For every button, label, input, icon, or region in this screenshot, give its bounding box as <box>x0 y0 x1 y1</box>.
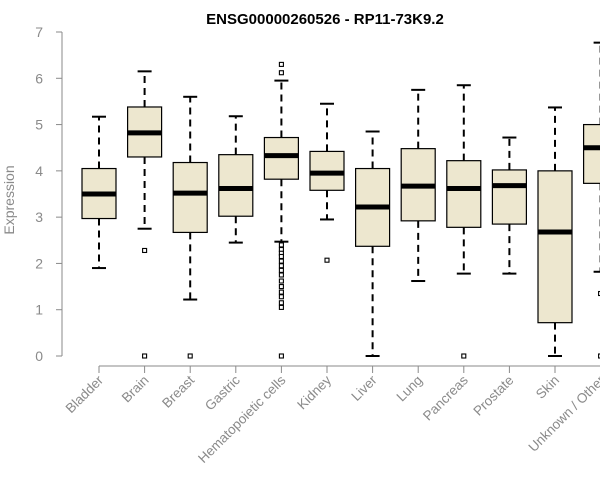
box-bladder <box>81 115 117 270</box>
x-tick-label: Kidney <box>294 372 334 412</box>
y-tick-label: 3 <box>35 209 43 225</box>
y-axis: 0 1 2 3 4 5 6 7 <box>35 24 63 364</box>
box-breast <box>172 95 208 359</box>
x-tick-label: Prostate <box>470 373 516 419</box>
y-tick-label: 0 <box>35 348 43 364</box>
iqr-box <box>446 160 482 228</box>
iqr-box <box>582 123 600 184</box>
box-kidney <box>309 102 345 263</box>
outlier-point <box>461 353 467 359</box>
y-tick-label: 4 <box>35 163 43 179</box>
outlier-point <box>278 272 284 278</box>
x-tick-label: Lung <box>393 373 425 405</box>
x-tick-label: Gastric <box>202 372 243 413</box>
y-tick-label: 1 <box>35 302 43 318</box>
iqr-box <box>537 170 573 324</box>
x-tick-label: Bladder <box>63 372 107 416</box>
outlier-point <box>142 247 148 254</box>
y-tick-label: 2 <box>35 255 43 271</box>
outlier-point <box>278 300 284 306</box>
x-tick-label: Unknown / Other <box>525 372 600 455</box>
x-tick-label: Hematopoietic cells <box>195 372 289 466</box>
outlier-point <box>278 289 284 295</box>
box-lung <box>400 88 436 283</box>
iqr-box <box>491 169 527 225</box>
box-gastric <box>218 115 254 244</box>
box-pancreas <box>446 84 482 359</box>
y-tick-label: 6 <box>35 70 43 86</box>
y-tick-label: 5 <box>35 117 43 133</box>
outlier-point <box>278 284 284 290</box>
x-tick-label: Skin <box>533 373 562 402</box>
box-unknown-other <box>582 41 600 359</box>
iqr-box <box>263 136 299 180</box>
y-tick-label: 7 <box>35 24 43 40</box>
x-tick-label: Breast <box>159 372 197 410</box>
outlier-point <box>278 70 284 76</box>
outlier-point <box>278 242 284 248</box>
box-hematopoietic-cells <box>263 61 299 359</box>
outlier-point <box>278 267 284 273</box>
outlier-point <box>598 290 600 297</box>
outlier-point <box>278 263 284 269</box>
outlier-point <box>142 353 148 359</box>
outlier-point <box>187 353 193 359</box>
outlier-point <box>278 294 284 300</box>
y-axis-label: Expression <box>1 165 17 234</box>
outlier-point <box>278 253 284 260</box>
outlier-point <box>278 61 284 67</box>
chart-title: ENSG00000260526 - RP11-73K9.2 <box>206 11 444 28</box>
boxes-group <box>81 41 600 359</box>
outlier-point <box>278 353 284 359</box>
x-tick-label: Brain <box>119 373 152 406</box>
iqr-box <box>218 154 254 217</box>
outlier-point <box>324 257 330 263</box>
x-tick-label: Liver <box>348 372 380 404</box>
box-prostate <box>491 136 527 275</box>
outlier-point <box>598 353 600 359</box>
outlier-point <box>278 258 284 264</box>
box-skin <box>537 106 573 357</box>
box-brain <box>126 70 163 359</box>
iqr-box <box>172 161 208 234</box>
outlier-point <box>278 304 284 310</box>
x-tick-label: Pancreas <box>420 372 471 423</box>
outlier-point <box>278 278 284 284</box>
box-liver <box>355 130 391 357</box>
